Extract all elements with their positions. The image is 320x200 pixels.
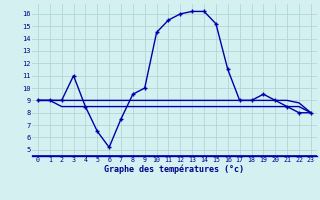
X-axis label: Graphe des températures (°c): Graphe des températures (°c) xyxy=(104,165,244,174)
